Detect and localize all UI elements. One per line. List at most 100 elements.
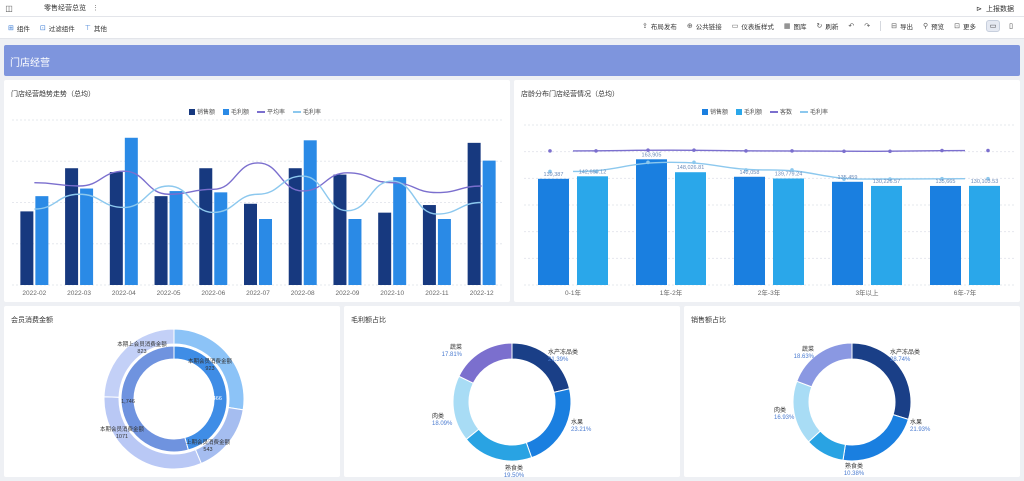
slice-name: 水产冻品类	[890, 348, 920, 356]
right2-button-2[interactable]: ⊡ 更多	[954, 21, 976, 31]
bar-销售额-2022-04	[109, 172, 123, 285]
bar-销售额-2022-11	[422, 205, 436, 285]
bar-销售额-0-1年	[538, 178, 569, 285]
bar-销售额-2022-06	[199, 168, 213, 285]
legend-label: 毛利额	[231, 110, 250, 116]
legend-item[interactable]: 平均率	[257, 107, 285, 116]
bar-毛利额-2022-12	[482, 160, 496, 285]
line-point-客数	[986, 148, 990, 153]
line-平均率	[34, 162, 482, 195]
gross-profit-share-panel[interactable]: 毛利额占比 水产冻品类 21.39% 水果 23.21% 熟食类 19.50% 肉类 18.0…	[344, 306, 680, 477]
divider	[880, 21, 882, 31]
more-icon[interactable]: ⋮	[92, 5, 99, 12]
slice-pct: 21.93%	[910, 427, 931, 433]
sidebar-toggle-icon[interactable]: ◫	[5, 3, 13, 13]
redo-icon: ↷	[864, 23, 871, 30]
x-tick-label: 2022-11	[425, 290, 449, 297]
left-label-2: 其他	[93, 25, 107, 33]
report-data-button[interactable]: ⊳ 上报数据	[976, 4, 1014, 14]
right-button-3[interactable]: ▦ 图库	[784, 21, 807, 31]
dashboard-title[interactable]: 零售经营总览	[44, 5, 86, 12]
desktop-view-icon[interactable]: ▭	[986, 20, 1000, 32]
sales-share-panel[interactable]: 销售额占比 水产冻品类 28.74% 水果 21.93% 熟食类 10.38% 肉类 16.9…	[684, 306, 1020, 477]
right-label-0: 布局发布	[650, 24, 677, 31]
line-point-客数	[744, 149, 748, 153]
bar-销售额-2022-08	[288, 168, 302, 285]
x-tick-label: 1年-2年	[660, 288, 683, 297]
x-tick-label: 2022-05	[157, 290, 181, 297]
x-tick-label: 2022-02	[22, 290, 46, 297]
redo-button[interactable]: ↷	[864, 22, 870, 30]
data-label-毛利额: 130,103.53	[971, 179, 999, 185]
undo-button[interactable]: ↶	[848, 22, 854, 30]
x-tick-label: 6年-7年	[954, 288, 977, 297]
line-point-客数	[790, 149, 794, 153]
undo-icon: ↶	[848, 23, 855, 30]
line-point-客数	[646, 148, 650, 152]
x-tick-label: 2022-09	[336, 290, 360, 297]
mobile-view-icon[interactable]: ▯	[1009, 23, 1013, 30]
pie-value: 823	[137, 349, 146, 355]
store-age-panel[interactable]: 店龄分布门店经营情况（总均） 销售额 毛利额 客数 毛利率 139,387 163…	[514, 80, 1020, 302]
pie-value: 1071	[116, 434, 128, 440]
right-button-4[interactable]: ↻ 刷新	[816, 21, 838, 31]
line-point-客数	[940, 148, 944, 153]
left-icon-1: ⊡	[39, 24, 46, 32]
slice-pct: 16.93%	[774, 415, 795, 421]
member-spend-panel[interactable]: 会员消费金额 本期会员消费金额 923 本期上会员消费金额 823 本期会员消费金额 10…	[4, 306, 340, 477]
bar-毛利额-2022-05	[169, 191, 183, 285]
legend-item[interactable]: 毛利率	[800, 107, 828, 116]
left-button-0[interactable]: ⊞ 组件	[8, 23, 30, 33]
legend-item[interactable]: 毛利额	[223, 107, 249, 116]
bar-毛利额-3年以上	[871, 185, 902, 285]
slice-name: 肉类	[432, 412, 444, 420]
right2-button-0[interactable]: ⊟ 导出	[891, 21, 913, 31]
bar-毛利额-2022-11	[437, 219, 451, 285]
legend-item[interactable]: 销售额	[189, 107, 215, 116]
donut-slice-2	[465, 428, 533, 462]
legend-item[interactable]: 销售额	[702, 107, 728, 116]
left-icon-2: ⊤	[84, 24, 91, 32]
legend-item[interactable]: 毛利率	[293, 107, 321, 116]
trend-panel[interactable]: 门店经营趋势走势（总均） 销售额 毛利额 平均率 毛利率 2022-02 2022…	[4, 80, 510, 302]
slice-pct: 19.50%	[504, 473, 525, 477]
bar-销售额-1年-2年	[636, 159, 667, 285]
legend-item[interactable]: 毛利额	[736, 107, 762, 116]
right-label-3: 图库	[793, 24, 807, 31]
line-point-毛利率	[692, 160, 696, 165]
left-button-1[interactable]: ⊡ 过滤组件	[40, 23, 75, 33]
right2-button-1[interactable]: ⚲ 预览	[923, 21, 944, 31]
bar-销售额-2022-07	[244, 203, 257, 285]
line-point-客数	[594, 149, 598, 153]
member-spend-title: 会员消费金额	[11, 317, 53, 324]
right-label-4: 刷新	[825, 24, 839, 31]
right-icon-3: ▦	[783, 23, 791, 30]
legend-label: 销售额	[197, 110, 216, 116]
line-毛利率	[572, 161, 966, 180]
slice-pct: 10.38%	[844, 471, 865, 477]
slice-name: 蔬菜	[802, 345, 814, 353]
x-tick-label: 2022-03	[67, 290, 91, 297]
title-bar: ◫ 零售经营总览 ⋮ ⊳ 上报数据	[0, 0, 1024, 17]
line-point-毛利率	[744, 168, 748, 172]
line-point-毛利率	[790, 168, 794, 172]
bar-毛利额-1年-2年	[675, 172, 706, 285]
legend-item[interactable]: 客数	[770, 107, 792, 116]
right-button-0[interactable]: ⇪ 布局发布	[642, 21, 677, 31]
line-point-毛利率	[594, 169, 598, 174]
trend-legend: 销售额 毛利额 平均率 毛利率	[189, 107, 321, 116]
outer-slice-3	[103, 328, 175, 398]
bar-销售额-6年-7年	[930, 185, 961, 285]
slice-name: 熟食类	[845, 462, 863, 470]
right2-icon-2: ⊡	[954, 23, 960, 30]
right-button-2[interactable]: ▭ 仪表板样式	[732, 21, 774, 31]
x-tick-label: 2022-12	[470, 290, 494, 297]
right-button-1[interactable]: ⊕ 公共链接	[687, 21, 722, 31]
line-point-客数	[692, 148, 696, 152]
legend-label: 毛利率	[303, 110, 322, 116]
left-button-2[interactable]: ⊤ 其他	[85, 23, 107, 33]
slice-name: 水产冻品类	[548, 348, 578, 356]
x-tick-label: 2022-08	[291, 290, 315, 297]
right-label-2: 仪表板样式	[741, 24, 774, 31]
bar-毛利额-6年-7年	[969, 185, 1000, 285]
